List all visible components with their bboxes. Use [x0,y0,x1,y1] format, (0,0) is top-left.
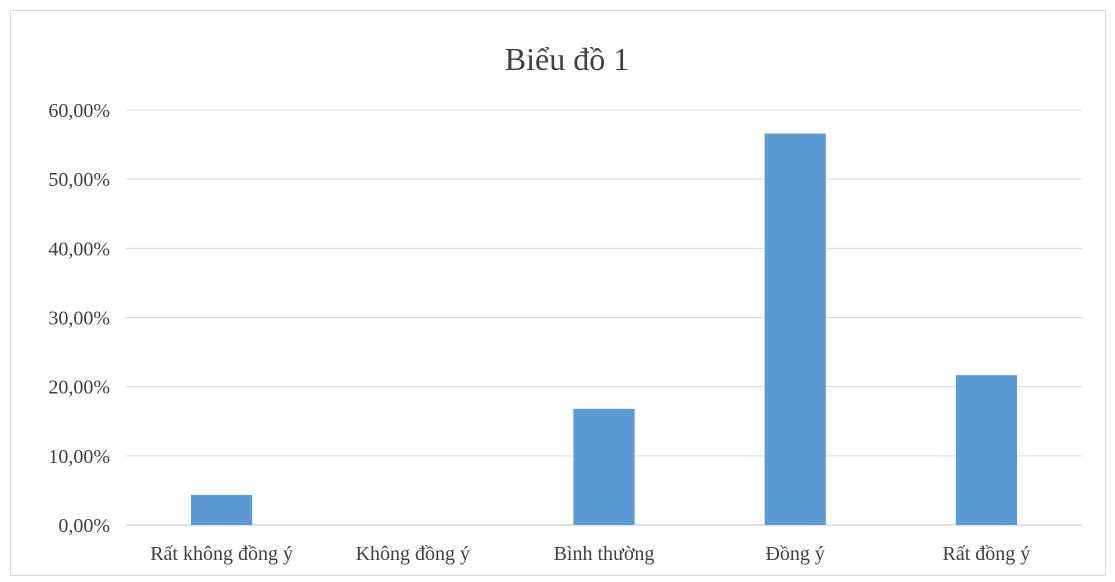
y-tick-label: 50,00% [48,169,110,191]
y-axis-tick-labels: 0,00% 10,00% 20,00% 30,00% 40,00% 50,00% 60,00… [48,100,110,537]
gridlines [126,109,1082,526]
bar [191,494,253,525]
bar [573,408,635,525]
bar [764,133,826,526]
y-tick-label: 40,00% [48,238,110,260]
y-tick-label: 10,00% [48,446,110,468]
x-category-label: Không đồng ý [356,543,470,565]
x-category-label: Đồng ý [765,543,824,565]
y-tick-label: 0,00% [58,515,110,537]
chart-frame [10,10,1106,576]
y-tick-label: 60,00% [48,100,110,122]
y-tick-label: 30,00% [48,308,110,330]
x-category-label: Rất không đồng ý [150,543,293,565]
x-category-label: Rất đồng ý [943,543,1031,565]
bars [191,133,1017,526]
x-axis-category-labels: Rất không đồng ý Không đồng ý Bình thường Đ… [150,543,1030,565]
y-tick-label: 20,00% [48,377,110,399]
chart-title: Biểu đồ 1 [505,41,629,77]
bar [955,375,1017,525]
x-category-label: Bình thường [554,543,655,565]
